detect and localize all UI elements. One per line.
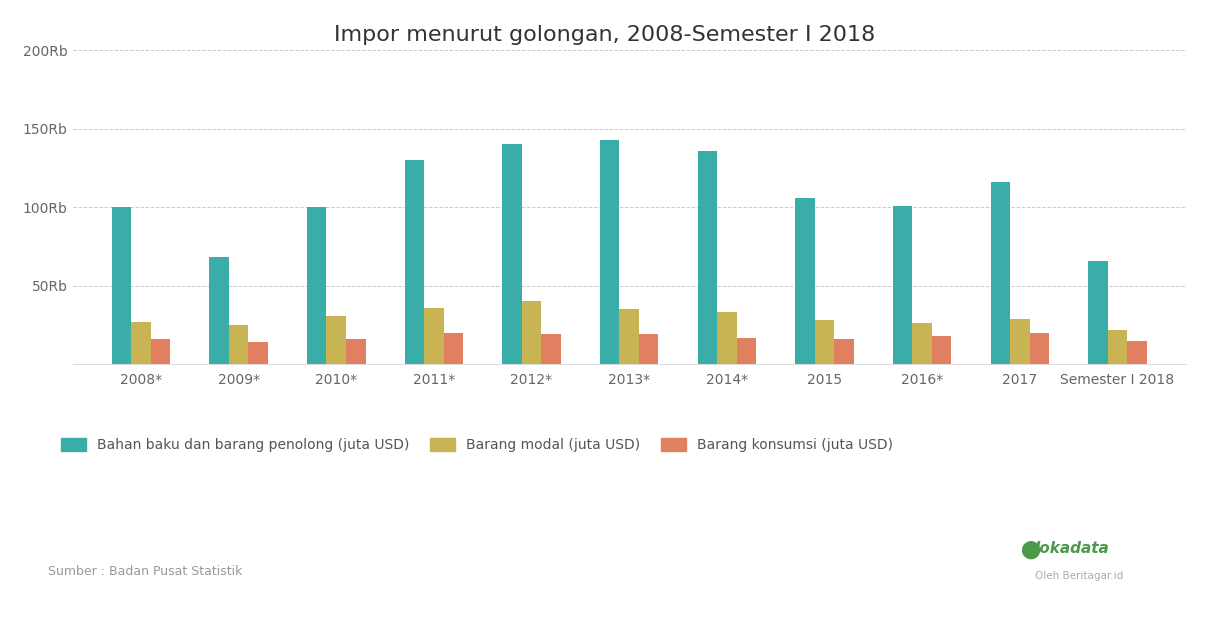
Bar: [1030, 333, 1049, 364]
Bar: [229, 325, 248, 364]
Bar: [444, 333, 463, 364]
Bar: [151, 339, 171, 364]
Bar: [307, 207, 327, 364]
Bar: [600, 140, 620, 364]
Bar: [932, 336, 951, 364]
Bar: [795, 198, 814, 364]
Bar: [834, 339, 854, 364]
Bar: [522, 301, 541, 364]
Bar: [502, 144, 522, 364]
Bar: [814, 320, 834, 364]
Text: lokadata: lokadata: [1035, 541, 1110, 556]
Bar: [1107, 330, 1128, 364]
Bar: [248, 342, 267, 364]
Text: Oleh Beritagar.id: Oleh Beritagar.id: [1035, 571, 1123, 581]
Bar: [737, 338, 756, 364]
Bar: [697, 151, 718, 364]
Bar: [1088, 261, 1107, 364]
Bar: [346, 339, 365, 364]
Bar: [111, 207, 131, 364]
Bar: [131, 322, 151, 364]
Text: Impor menurut golongan, 2008-Semester I 2018: Impor menurut golongan, 2008-Semester I …: [334, 25, 876, 45]
Bar: [1010, 318, 1030, 364]
Bar: [209, 257, 229, 364]
Bar: [718, 312, 737, 364]
Bar: [620, 310, 639, 364]
Text: ⬤: ⬤: [1020, 541, 1041, 559]
Bar: [425, 308, 444, 364]
Bar: [327, 315, 346, 364]
Bar: [541, 334, 561, 364]
Bar: [1128, 340, 1147, 364]
Bar: [639, 334, 658, 364]
Bar: [912, 323, 932, 364]
Legend: Bahan baku dan barang penolong (juta USD), Barang modal (juta USD), Barang konsu: Bahan baku dan barang penolong (juta USD…: [56, 433, 899, 458]
Bar: [404, 160, 425, 364]
Bar: [991, 182, 1010, 364]
Bar: [893, 205, 912, 364]
Text: Sumber : Badan Pusat Statistik: Sumber : Badan Pusat Statistik: [48, 565, 243, 578]
